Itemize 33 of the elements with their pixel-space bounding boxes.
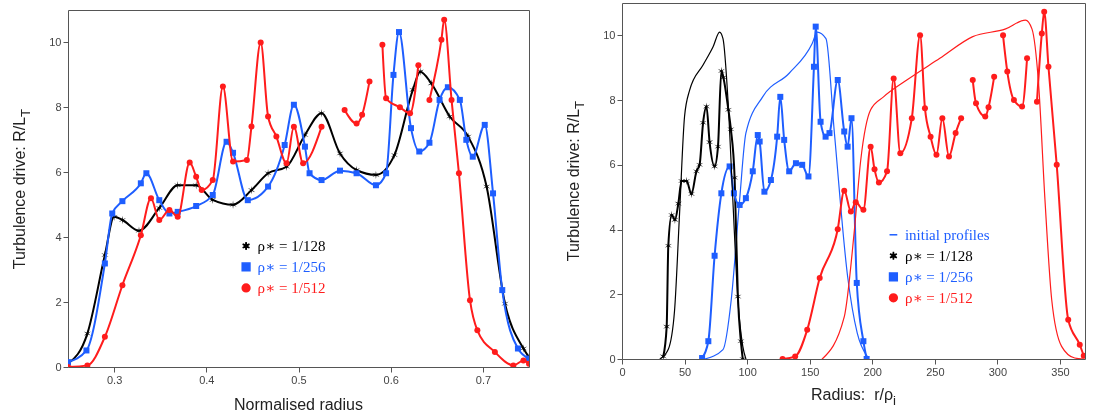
x-tick-label: 250	[926, 365, 945, 378]
y-tick-label: 0	[609, 352, 616, 365]
legend-label: ρ∗ = 1/512	[904, 289, 973, 306]
x-tick-label: 100	[738, 365, 757, 378]
x-tick-label: 0.4	[199, 373, 215, 386]
x-axis-title: Normalised radius	[234, 396, 363, 414]
y-tick-label: 2	[609, 287, 616, 300]
y-tick-label: 4	[55, 230, 62, 243]
x-tick-label: 0.6	[383, 373, 399, 386]
x-tick-label: 200	[863, 365, 882, 378]
y-tick-label: 10	[49, 35, 62, 48]
x-tick-label: 0.3	[106, 373, 123, 386]
legend-label: ρ∗ = 1/128	[257, 237, 326, 254]
legend-label: ρ∗ = 1/256	[904, 268, 974, 285]
x-tick-label: 350	[1051, 365, 1070, 378]
x-tick-label: 50	[678, 365, 692, 378]
x-tick-label: 0.5	[291, 373, 307, 386]
x-tick-label: 0.7	[475, 373, 492, 386]
y-tick-label: 8	[609, 93, 616, 106]
y-tick-label: 6	[609, 158, 616, 171]
legend-label: ρ∗ = 1/128	[904, 247, 973, 264]
x-tick-label: 300	[988, 365, 1008, 378]
x-tick-label: 150	[801, 365, 820, 378]
y-tick-label: 10	[603, 28, 616, 41]
y-tick-label: 4	[609, 223, 616, 236]
y-tick-label: 6	[55, 165, 62, 178]
y-tick-label: 8	[55, 100, 62, 113]
x-axis-title: Radius: r/ρ$_{i}$	[811, 386, 896, 408]
y-tick-label: 2	[55, 295, 62, 308]
legend-label: ρ∗ = 1/256	[257, 258, 326, 275]
legend-label: ρ∗ = 1/512	[257, 279, 326, 296]
legend-label: initial profiles	[904, 226, 990, 243]
x-tick-label: 0	[619, 365, 626, 378]
